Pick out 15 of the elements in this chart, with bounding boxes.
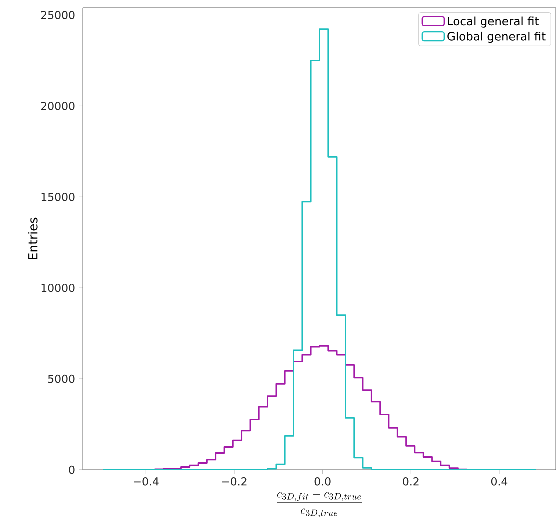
x-tick-label: 0.4 — [491, 478, 508, 486]
x-axis-title: $\frac{c_{3D,fit}-c_{3D,true}}{c_{3D,true}}$ — [277, 492, 362, 518]
legend-label: Global general fit — [448, 32, 546, 44]
x-tick-label: 0.0 — [314, 478, 331, 486]
y-axis-title: Entries — [28, 218, 38, 260]
y-tick-label: 20000 — [41, 102, 75, 110]
legend-label: Local general fit — [448, 16, 539, 28]
x-tick-label: −0.4 — [134, 478, 159, 486]
y-tick-label: 10000 — [42, 284, 75, 292]
y-tick-label: 0 — [69, 466, 75, 474]
y-tick-label: 25000 — [41, 11, 75, 20]
x-tick-label: 0.2 — [403, 478, 419, 486]
x-tick-label: −0.2 — [222, 478, 247, 486]
y-tick-label: 15000 — [42, 193, 75, 202]
y-tick-label: 5000 — [48, 374, 75, 384]
